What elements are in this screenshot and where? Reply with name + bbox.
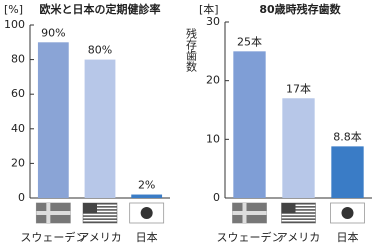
y-axis-label: 残存歯数: [185, 27, 198, 73]
x-tick-label: 日本: [337, 230, 359, 244]
flag-stripe: [83, 209, 117, 211]
value-label: 25本: [237, 34, 262, 48]
flag-stripe: [281, 209, 316, 211]
flag-canton: [281, 203, 296, 213]
value-label: 8.8本: [333, 129, 362, 143]
x-tick-label: 日本: [136, 230, 158, 244]
flag-cross: [232, 211, 267, 215]
bar: [282, 98, 315, 198]
bar: [37, 42, 69, 198]
flag-stripe: [281, 221, 316, 223]
flag-stripe: [281, 218, 316, 220]
flag-stripe: [83, 221, 117, 223]
y-unit: [%]: [4, 3, 23, 16]
flag-stripe: [281, 203, 316, 205]
y-tick-label: 60: [11, 87, 25, 100]
flag-stripe: [281, 212, 316, 214]
y-tick-label: 0: [213, 191, 220, 204]
flag-stripe: [83, 203, 117, 205]
value-label: 2%: [138, 179, 155, 192]
flag-stripe: [281, 206, 316, 208]
flag-japan-disc: [341, 207, 354, 219]
y-tick-label: 30: [206, 15, 220, 28]
y-unit: [本]: [199, 2, 219, 16]
y-tick-label: 20: [206, 74, 220, 87]
y-tick-label: 80: [11, 53, 25, 66]
bar: [331, 146, 364, 198]
y-tick-label: 100: [4, 18, 25, 31]
y-tick-label: 40: [11, 122, 25, 135]
flag-japan-disc: [140, 207, 153, 219]
x-tick-label: スウェーデン: [217, 230, 283, 244]
flag-canton: [83, 203, 97, 213]
y-tick-label: 0: [18, 191, 25, 204]
flag-stripe: [281, 215, 316, 217]
x-tick-label: スウェーデン: [20, 230, 86, 244]
y-tick-label: 20: [11, 156, 25, 169]
flag-cross: [36, 211, 71, 215]
x-tick-label: アメリカ: [78, 231, 121, 244]
chart-title: 欧米と日本の定期健診率: [40, 2, 161, 16]
flag-stripe: [83, 218, 117, 220]
bar: [131, 194, 163, 198]
value-label: 17本: [286, 81, 311, 95]
y-tick-label: 10: [206, 132, 220, 145]
bar: [84, 59, 116, 198]
flag-stripe: [83, 215, 117, 217]
flag-stripe: [83, 212, 117, 214]
value-label: 90%: [41, 26, 65, 39]
flag-stripe: [83, 206, 117, 208]
chart-title: 80歳時残存歯数: [259, 2, 341, 16]
value-label: 80%: [88, 44, 112, 57]
x-tick-label: アメリカ: [277, 231, 320, 244]
bar: [233, 51, 266, 199]
